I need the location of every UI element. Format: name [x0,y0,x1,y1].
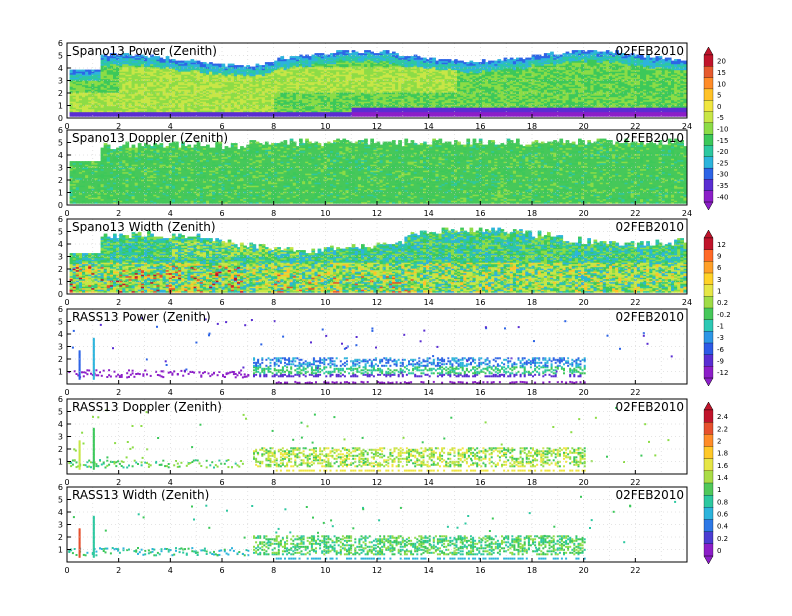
heatmap-cell [280,56,284,58]
heatmap-cell [395,53,399,55]
heatmap-cells [70,50,688,117]
heatmap-cell [432,58,436,60]
heatmap-cell [346,50,350,52]
heatmap-cell [386,50,390,52]
